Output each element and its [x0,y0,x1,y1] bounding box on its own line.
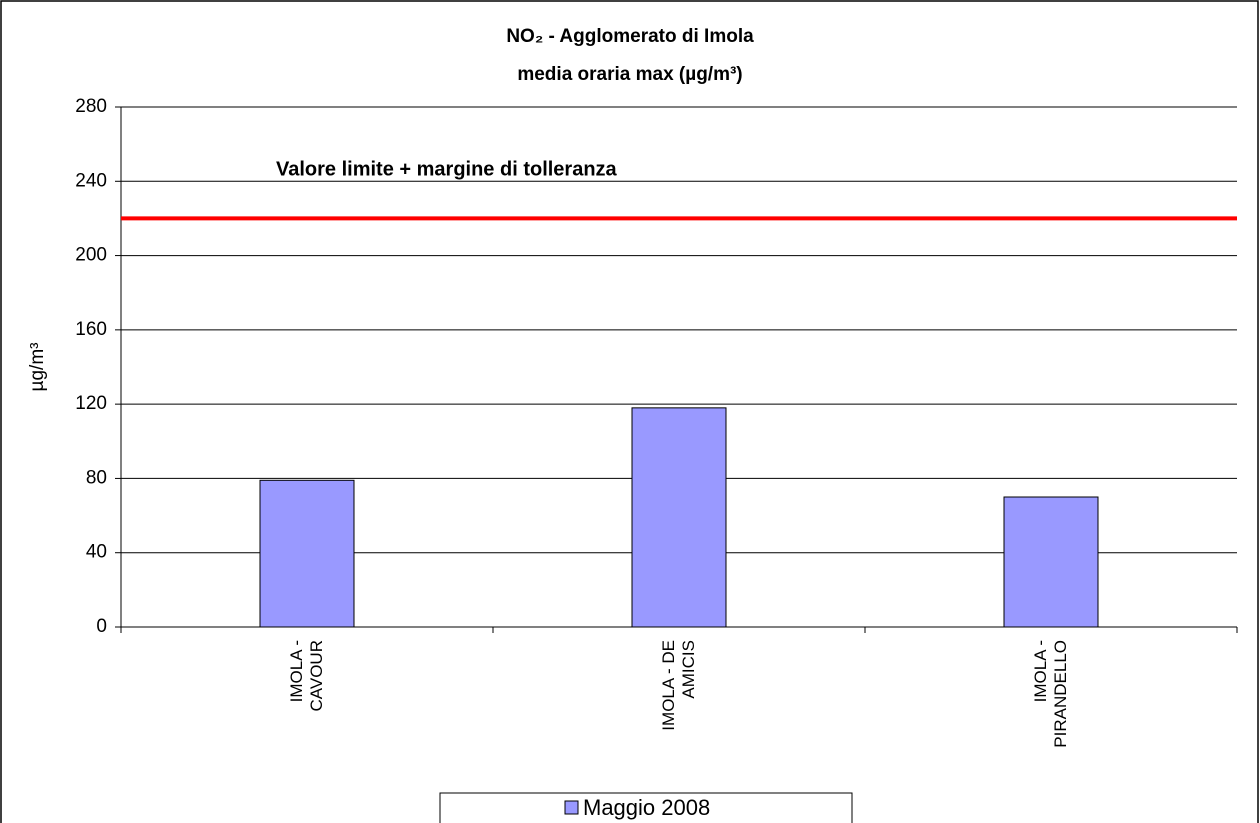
legend-box [439,792,853,823]
y-tick-label: 0 [96,616,107,637]
x-tick-label: IMOLA - DE AMICIS [659,640,698,731]
chart-subtitle: media oraria max (µg/m³) [517,64,742,85]
y-tick-label: 120 [75,393,107,414]
bar [631,407,727,628]
y-tick-label: 200 [75,245,107,266]
y-axis-label: µg/m³ [27,343,48,392]
x-tick-label: IMOLA - CAVOUR [287,640,326,712]
y-tick-label: 40 [86,542,107,563]
y-tick-label: 80 [86,467,107,488]
y-tick-label: 240 [75,170,107,191]
y-tick-label: 160 [75,319,107,340]
bar [259,479,355,628]
x-tick-label: IMOLA - PIRANDELLO [1031,640,1070,748]
legend-label: Maggio 2008 [583,795,710,820]
y-tick-label: 280 [75,96,107,117]
bar [1003,496,1099,628]
reference-label: Valore limite + margine di tolleranza [276,158,618,180]
chart-title: NO₂ - Agglomerato di Imola [506,26,754,47]
legend-swatch [564,800,579,815]
